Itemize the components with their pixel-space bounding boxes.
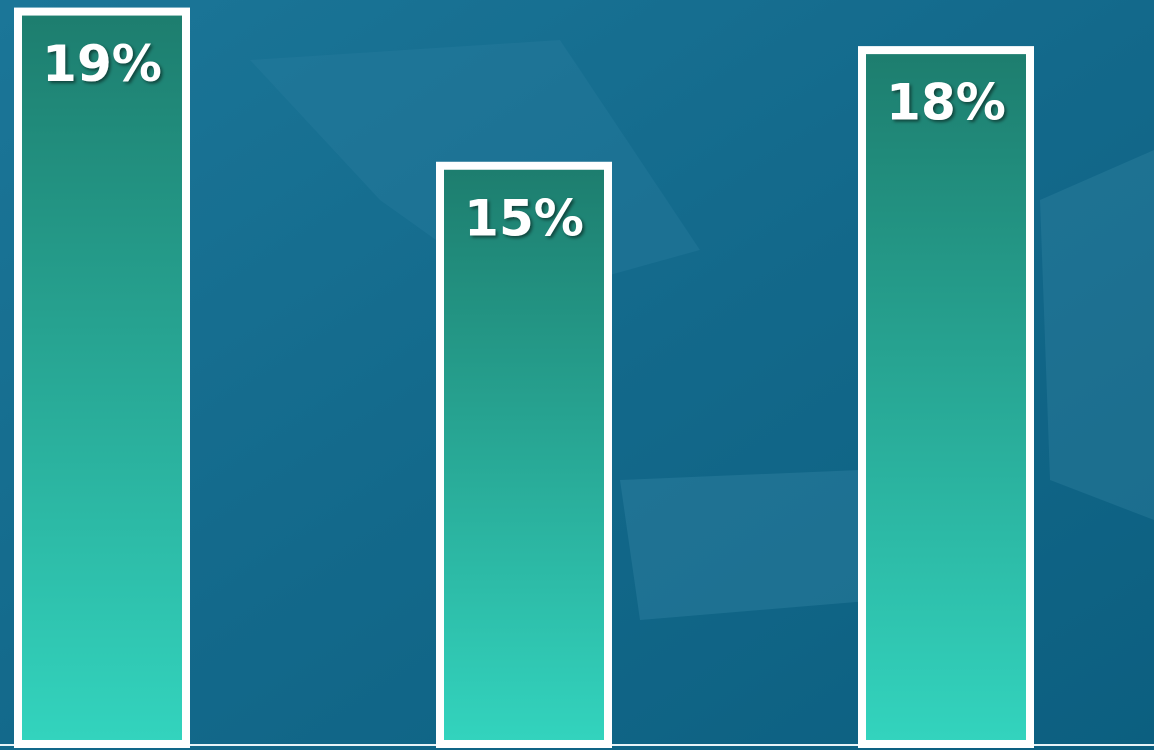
chart: 19% 15% 18% bbox=[0, 0, 1154, 750]
value-label: 15% bbox=[464, 189, 584, 247]
page: 19%15%18% (() => { const data = JSON.par… bbox=[0, 0, 1154, 750]
value-label: 19% bbox=[42, 35, 162, 93]
bar bbox=[862, 50, 1030, 744]
bar bbox=[18, 12, 186, 744]
bar bbox=[440, 166, 608, 744]
value-label: 18% bbox=[886, 74, 1006, 132]
background-texture bbox=[1040, 150, 1154, 520]
background-texture bbox=[620, 470, 880, 620]
